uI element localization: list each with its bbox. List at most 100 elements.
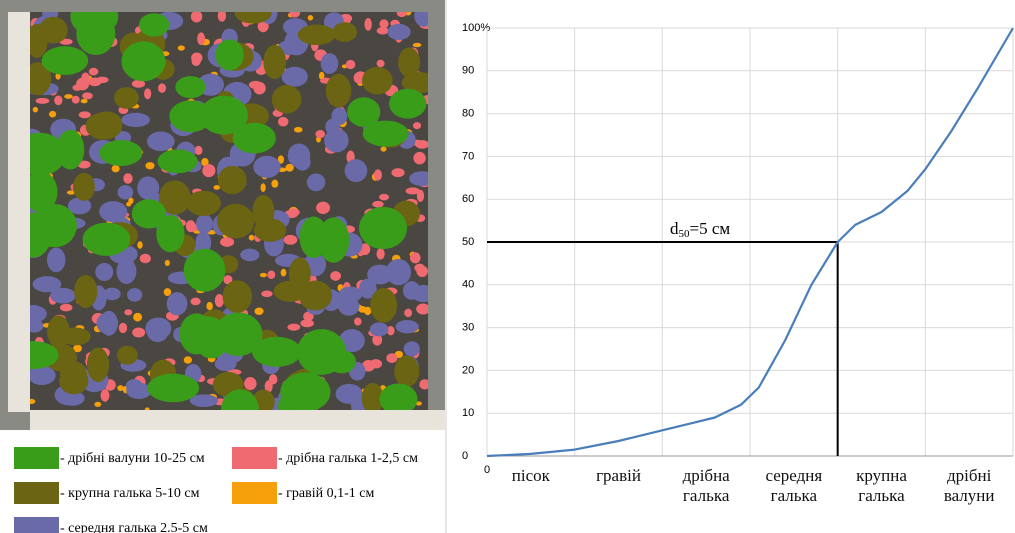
blob [260, 273, 267, 277]
blob [47, 248, 65, 273]
blob [377, 60, 385, 67]
y-tick-label: 100% [462, 22, 490, 34]
legend-label: - дрібні валуни 10-25 см [60, 451, 205, 466]
blob [315, 130, 325, 138]
blob [300, 319, 313, 327]
blob [253, 156, 280, 178]
category-label: дрібна галька [666, 466, 746, 506]
blob [144, 88, 151, 99]
blob [54, 95, 62, 105]
blob [215, 294, 224, 307]
blob [91, 111, 123, 137]
blob [261, 183, 266, 192]
blob [223, 280, 253, 313]
legend-swatch [232, 447, 277, 469]
figure: - дрібні валуни 10-25 см- крупна галька … [0, 0, 1015, 533]
x-tick-label: 0 [484, 464, 490, 476]
blob [64, 94, 73, 99]
category-label: гравій [579, 466, 659, 486]
y-tick-label: 40 [462, 279, 474, 291]
blob [326, 74, 351, 108]
blob [126, 383, 151, 399]
blob [338, 297, 359, 316]
blob [406, 187, 420, 194]
blob [145, 162, 154, 169]
blob [307, 174, 326, 192]
blob [147, 132, 175, 152]
blob [94, 402, 101, 407]
blob [336, 384, 363, 404]
blob [377, 248, 385, 259]
ruler [8, 12, 30, 412]
blob [218, 166, 247, 194]
category-label: дрібні валуни [929, 466, 1009, 506]
y-tick-label: 30 [462, 322, 474, 334]
blob [308, 15, 313, 21]
blob [133, 313, 142, 322]
blob [158, 83, 166, 93]
blob [164, 288, 171, 296]
legend-label: - гравій 0,1-1 см [278, 486, 374, 501]
blob [272, 85, 302, 114]
blob [316, 202, 330, 214]
blob [202, 164, 215, 177]
blob [117, 346, 138, 365]
blob [298, 24, 336, 45]
blob [191, 11, 202, 23]
blob [101, 389, 110, 402]
blob [95, 263, 113, 281]
blob [413, 43, 422, 47]
y-tick-label: 60 [462, 193, 474, 205]
blob [179, 313, 213, 354]
blob [254, 307, 263, 314]
blob [404, 341, 420, 356]
blob [165, 260, 170, 266]
y-tick-label: 20 [462, 364, 474, 376]
legend-swatch [14, 447, 59, 469]
blob [196, 214, 213, 234]
d50-label: d50=5 см [670, 219, 730, 240]
blob [112, 165, 120, 173]
blob [88, 78, 101, 87]
blob [281, 269, 287, 277]
blob [192, 56, 201, 66]
blob [387, 24, 410, 40]
blob [220, 237, 234, 247]
legend-swatch [14, 517, 59, 533]
legend-label: - середня галька 2.5-5 см [60, 521, 208, 533]
blob [72, 96, 80, 104]
blob [194, 146, 202, 155]
blob [297, 329, 346, 375]
blob [60, 304, 73, 312]
blob [123, 173, 132, 184]
blob [263, 45, 286, 79]
blob [147, 374, 199, 403]
blob [280, 372, 330, 411]
blob [253, 82, 265, 95]
blob [354, 317, 362, 325]
blob [287, 324, 300, 331]
blob [346, 60, 356, 69]
blob [79, 111, 91, 118]
blob [186, 191, 221, 216]
blob [294, 127, 303, 133]
blob [413, 152, 425, 165]
y-tick-label: 50 [462, 236, 474, 248]
blob [345, 159, 368, 182]
blob [233, 123, 276, 154]
y-tick-label: 80 [462, 108, 474, 120]
blob [249, 235, 254, 241]
blob [81, 99, 88, 103]
y-tick-label: 70 [462, 150, 474, 162]
blob [61, 328, 91, 346]
blob [121, 113, 150, 127]
blob [240, 249, 259, 262]
blob [57, 130, 85, 170]
blob [118, 185, 134, 199]
blob [359, 207, 407, 249]
blob [370, 359, 382, 368]
blob [404, 309, 412, 317]
category-label: середня галька [754, 466, 834, 506]
blob [414, 264, 425, 273]
blob [410, 252, 421, 263]
